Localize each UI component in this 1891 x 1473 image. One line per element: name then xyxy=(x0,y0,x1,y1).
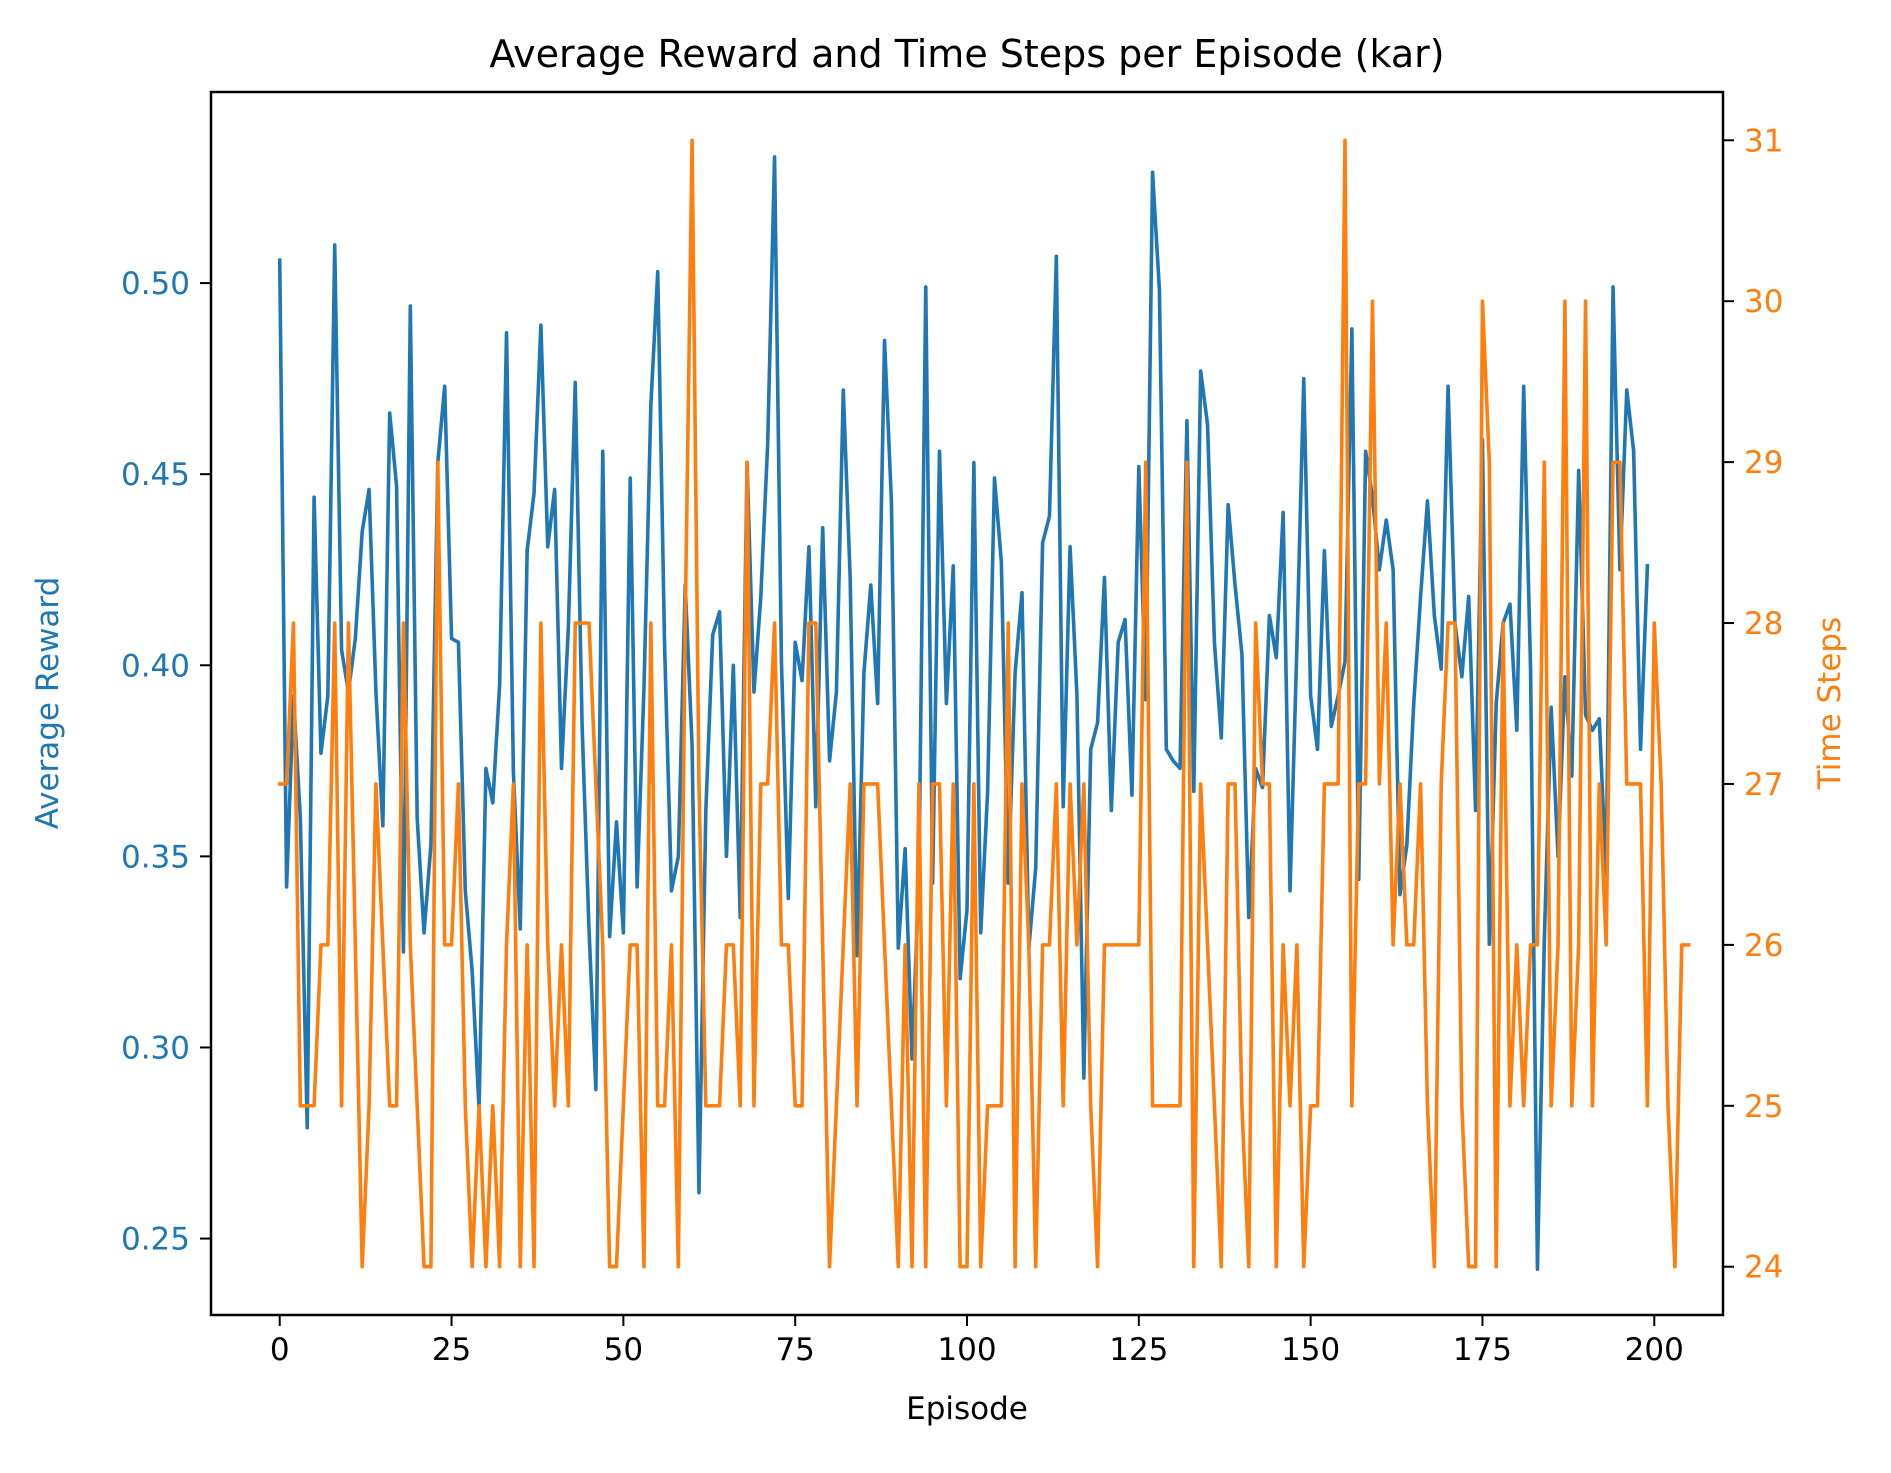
y-axis-left: 0.25 0.30 0.35 0.40 0.45 0.50 xyxy=(121,266,211,1258)
y-axis-left-label: Average Reward xyxy=(30,577,66,830)
y-left-tick-label: 0.25 xyxy=(121,1222,190,1258)
y-right-tick-label: 24 xyxy=(1744,1250,1783,1286)
y-right-tick-label: 27 xyxy=(1744,767,1783,803)
y-left-tick-label: 0.40 xyxy=(121,648,190,684)
x-tick-label: 150 xyxy=(1281,1332,1340,1368)
x-tick-label: 0 xyxy=(270,1332,290,1368)
x-axis-label: Episode xyxy=(906,1391,1028,1427)
plot-area xyxy=(277,138,1691,1271)
steps-series-line xyxy=(277,138,1691,1269)
x-tick-label: 50 xyxy=(604,1332,643,1368)
x-tick-label: 175 xyxy=(1453,1332,1512,1368)
chart-title: Average Reward and Time Steps per Episod… xyxy=(489,32,1444,76)
y-right-tick-label: 26 xyxy=(1744,928,1783,964)
x-tick-label: 200 xyxy=(1625,1332,1684,1368)
x-tick-label: 125 xyxy=(1109,1332,1168,1368)
y-axis-right: 24 25 26 27 28 29 30 31 xyxy=(1723,123,1783,1286)
y-left-tick-label: 0.30 xyxy=(121,1030,190,1066)
y-right-tick-label: 29 xyxy=(1744,445,1783,481)
x-tick-label: 100 xyxy=(937,1332,996,1368)
y-right-tick-label: 31 xyxy=(1744,123,1783,159)
reward-series-line xyxy=(277,155,1650,1271)
y-right-tick-label: 25 xyxy=(1744,1089,1783,1125)
x-axis: 0 25 50 75 100 125 150 175 200 xyxy=(270,1315,1684,1368)
y-right-tick-label: 28 xyxy=(1744,606,1783,642)
y-left-tick-label: 0.50 xyxy=(121,266,190,302)
y-left-tick-label: 0.35 xyxy=(121,839,190,875)
x-tick-label: 25 xyxy=(432,1332,471,1368)
x-tick-label: 75 xyxy=(775,1332,814,1368)
y-axis-right-label: Time Steps xyxy=(1812,617,1848,790)
y-right-tick-label: 30 xyxy=(1744,284,1783,320)
y-left-tick-label: 0.45 xyxy=(121,457,190,493)
